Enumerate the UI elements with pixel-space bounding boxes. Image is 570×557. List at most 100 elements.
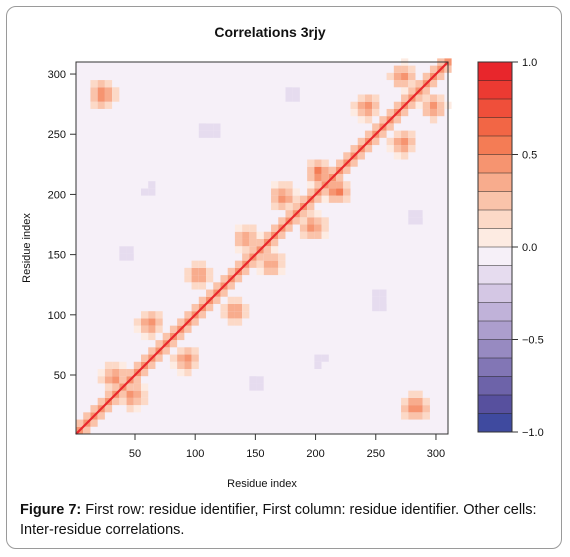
heatmap-cell	[155, 311, 163, 319]
heatmap-cell	[285, 94, 293, 102]
heatmap-cell	[227, 303, 235, 312]
heatmap-cell	[97, 94, 105, 102]
heatmap-cell	[408, 145, 416, 153]
heatmap-cell	[357, 137, 365, 146]
colorbar-bin	[478, 302, 512, 322]
heatmap-cell	[314, 354, 322, 362]
heatmap-cell	[119, 238, 127, 247]
heatmap-cell	[393, 152, 402, 160]
heatmap-cell	[191, 354, 199, 362]
heatmap-cell	[141, 318, 149, 326]
heatmap-cell	[76, 419, 84, 427]
heatmap-cell	[256, 376, 264, 384]
heatmap-cell	[393, 116, 402, 124]
heatmap-cell	[83, 412, 91, 420]
colorbar-bin	[478, 265, 512, 285]
heatmap-cell	[263, 260, 272, 268]
plot-border	[75, 61, 449, 435]
heatmap-cell	[415, 397, 423, 406]
heatmap-cell	[256, 253, 264, 261]
heatmap-cell	[321, 166, 329, 174]
heatmap-cell	[343, 188, 351, 196]
heatmap-cell	[314, 217, 322, 225]
heatmap-cell	[336, 173, 344, 182]
colorbar-bin	[478, 62, 512, 81]
heatmap-cell	[307, 224, 315, 232]
heatmap-cell	[307, 159, 315, 167]
y-tick-label: 150	[48, 250, 66, 262]
heatmap-cell	[401, 65, 409, 73]
heatmap-cell	[278, 260, 286, 268]
heatmap-cell	[307, 354, 315, 362]
heatmap-cell	[372, 108, 380, 117]
heatmap-cell	[292, 87, 300, 95]
heatmap-cell	[177, 368, 185, 377]
heatmap-cell	[415, 94, 423, 102]
heatmap-cell	[408, 397, 416, 406]
x-tick-label: 250	[367, 448, 385, 460]
heatmap-cell	[242, 231, 250, 239]
heatmap-cell	[234, 303, 243, 312]
heatmap-cell	[206, 289, 214, 297]
heatmap-cell	[372, 101, 380, 109]
heatmap-cell	[119, 368, 127, 377]
heatmap-cell	[328, 195, 337, 203]
heatmap-cell	[386, 145, 394, 153]
heatmap-cell	[379, 130, 387, 138]
heatmap-cell	[162, 332, 170, 341]
heatmap-cell	[393, 65, 402, 73]
heatmap-cell	[249, 383, 257, 391]
heatmap-cell	[422, 397, 430, 406]
heatmap-cell	[242, 267, 250, 276]
heatmap-cell	[278, 181, 286, 189]
heatmap-cell	[126, 253, 134, 261]
heatmap-cell	[126, 390, 134, 398]
heatmap-cell	[234, 318, 243, 326]
heatmap-cell	[393, 72, 402, 81]
heatmap-cell	[263, 253, 272, 261]
heatmap-cell	[299, 217, 308, 225]
colorbar-tick-label: 0.5	[522, 150, 537, 162]
heatmap-cell	[422, 108, 430, 117]
heatmap-cell	[119, 376, 127, 384]
heatmap-cell	[401, 210, 409, 218]
heatmap-cell	[401, 137, 409, 146]
heatmap-cell	[148, 311, 156, 319]
heatmap-cell	[321, 195, 329, 203]
heatmap-cell	[364, 108, 373, 117]
heatmap-cell	[112, 368, 120, 377]
heatmap-cell	[314, 347, 322, 355]
heatmap-cell	[141, 195, 149, 203]
heatmap-cell	[133, 246, 142, 254]
heatmap-cell	[307, 166, 315, 174]
heatmap-cell	[148, 361, 156, 369]
heatmap-cell	[314, 231, 322, 239]
heatmap-cell	[177, 347, 185, 355]
heatmap-cell	[169, 354, 178, 362]
heatmap-cell	[408, 390, 416, 398]
heatmap-cell	[184, 368, 192, 377]
heatmap-cell	[415, 210, 423, 218]
heatmap-cell	[271, 267, 279, 276]
x-tick-label: 50	[129, 448, 141, 460]
colorbar-tick-label: −1.0	[522, 427, 544, 439]
heatmap-cell	[112, 94, 120, 102]
colorbar-tick-label: 0.0	[522, 242, 537, 254]
heatmap-cell	[133, 405, 142, 413]
heatmap-cell	[213, 137, 221, 146]
correlation-chart: Correlations 3rjy 50 100 150 200 250 300 50 10…	[21, 24, 544, 490]
x-tick-label: 200	[306, 448, 324, 460]
heatmap-cell	[242, 246, 250, 254]
heatmap-cell	[422, 101, 430, 109]
heatmap-cell	[271, 224, 279, 232]
heatmap-cell	[133, 325, 142, 333]
heatmap-cell	[90, 80, 98, 88]
heatmap-cell	[314, 224, 322, 232]
heatmap-cell	[249, 246, 257, 254]
heatmap-cell	[155, 340, 163, 348]
heatmap-cell	[104, 94, 113, 102]
heatmap-cell	[350, 159, 358, 167]
heatmap-cell	[357, 116, 365, 124]
heatmap-cell	[321, 231, 329, 239]
colorbar-bin	[478, 173, 512, 192]
